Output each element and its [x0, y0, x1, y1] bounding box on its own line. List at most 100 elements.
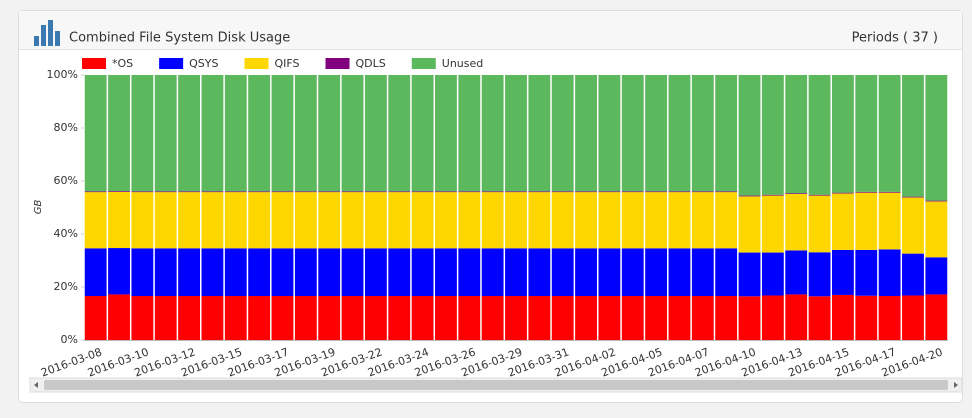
bar-segment: [154, 75, 177, 192]
legend-label: QDLS: [356, 57, 386, 70]
legend-label: Unused: [442, 57, 483, 70]
bar-segment: [435, 296, 457, 340]
bar-segment: [598, 75, 621, 192]
bar-segment: [201, 248, 224, 297]
bar-segment: [668, 248, 691, 297]
bar-segment: [248, 296, 271, 340]
bar-segment: [294, 192, 317, 249]
bar-segment: [248, 75, 271, 192]
bar-segment: [505, 192, 527, 249]
bar-segment: [178, 192, 201, 249]
bar-segment: [201, 75, 224, 192]
bar-segment: [831, 294, 854, 340]
bar-segment: [761, 195, 784, 253]
bar-segment: [808, 194, 831, 196]
bar-segment: [761, 295, 784, 340]
bar-segment: [785, 193, 808, 194]
bar-segment: [598, 191, 621, 193]
bar-segment: [738, 195, 761, 197]
bar-segment: [108, 75, 130, 192]
bar-segment: [318, 191, 341, 193]
bar-segment: [925, 75, 948, 201]
bar-segment: [341, 248, 364, 297]
bar-segment: [481, 192, 504, 249]
bar-segment: [598, 192, 621, 249]
bar-segment: [108, 191, 130, 192]
bar-segment: [575, 296, 597, 340]
bar-segment: [481, 296, 504, 340]
bar-segment: [831, 193, 854, 250]
bar-segment: [318, 248, 341, 297]
bar-segment: [318, 192, 341, 249]
panel-header: [19, 11, 962, 49]
bar-segment: [575, 191, 597, 193]
bar-segment: [808, 296, 831, 340]
bar-segment: [178, 296, 201, 340]
bar-segment: [341, 75, 364, 192]
bar-segment: [458, 192, 481, 249]
bar-segment: [294, 296, 317, 340]
y-tick-label: 80%: [54, 121, 78, 134]
bar-segment: [388, 296, 411, 340]
y-tick-label: 40%: [54, 227, 78, 240]
bar-segment: [178, 191, 201, 193]
bar-segment: [341, 191, 364, 193]
bar-segment: [341, 296, 364, 340]
bar-segment: [505, 191, 527, 193]
bar-segment: [621, 192, 644, 249]
bar-segment: [201, 192, 224, 249]
bar-segment: [108, 248, 130, 295]
bar-segment: [878, 249, 901, 297]
y-tick-label: 100%: [47, 68, 78, 81]
legend-swatch: [159, 58, 184, 69]
legend: *OS QSYS QIFS QDLS Unused: [82, 57, 483, 70]
bar-segment: [551, 248, 574, 297]
bar-segment: [481, 248, 504, 297]
bar-segment: [551, 191, 574, 193]
bar-segment: [411, 248, 434, 297]
bar-segment: [785, 75, 808, 194]
bar-segment: [761, 252, 784, 296]
bar-segment: [902, 295, 924, 340]
bar-segment: [364, 75, 387, 192]
bar-segment: [435, 75, 457, 192]
bar-segment: [831, 75, 854, 193]
bar-segment: [902, 75, 924, 197]
bar-segment: [902, 197, 924, 254]
bar-segment: [785, 294, 808, 340]
bar-segment: [154, 192, 177, 249]
bar-segment: [271, 296, 294, 340]
bar-segment: [84, 75, 107, 192]
bar-segment: [551, 192, 574, 249]
bar-segment: [902, 196, 924, 198]
bar-segment: [925, 257, 948, 295]
bar-segment: [84, 296, 107, 340]
bar-segment: [668, 192, 691, 249]
bar-segment: [154, 191, 177, 193]
bar-segment: [411, 296, 434, 340]
bar-segment: [318, 75, 341, 192]
bar-segment: [761, 75, 784, 195]
plot-area: 0% 20% 40% 60% 80% 100%: [47, 68, 948, 346]
bar-segment: [294, 248, 317, 297]
legend-label: *OS: [112, 57, 133, 70]
bar-segment: [621, 75, 644, 192]
bar-segment: [855, 191, 878, 193]
periods-count: Periods ( 37 ): [852, 31, 938, 46]
y-tick-label: 20%: [54, 280, 78, 293]
bar-segment: [108, 294, 130, 340]
bar-segment: [178, 248, 201, 297]
y-tick-label: 0%: [61, 333, 78, 346]
bar-segment: [645, 248, 668, 297]
bar-segment: [481, 75, 504, 192]
bar-segment: [271, 248, 294, 297]
bar-segment: [808, 75, 831, 195]
bar-segment: [691, 248, 714, 297]
bar-segment: [224, 75, 247, 192]
scrollbar[interactable]: [29, 377, 963, 393]
chart-icon: [34, 20, 60, 46]
bar-segment: [738, 75, 761, 196]
y-tick-label: 60%: [54, 174, 78, 187]
